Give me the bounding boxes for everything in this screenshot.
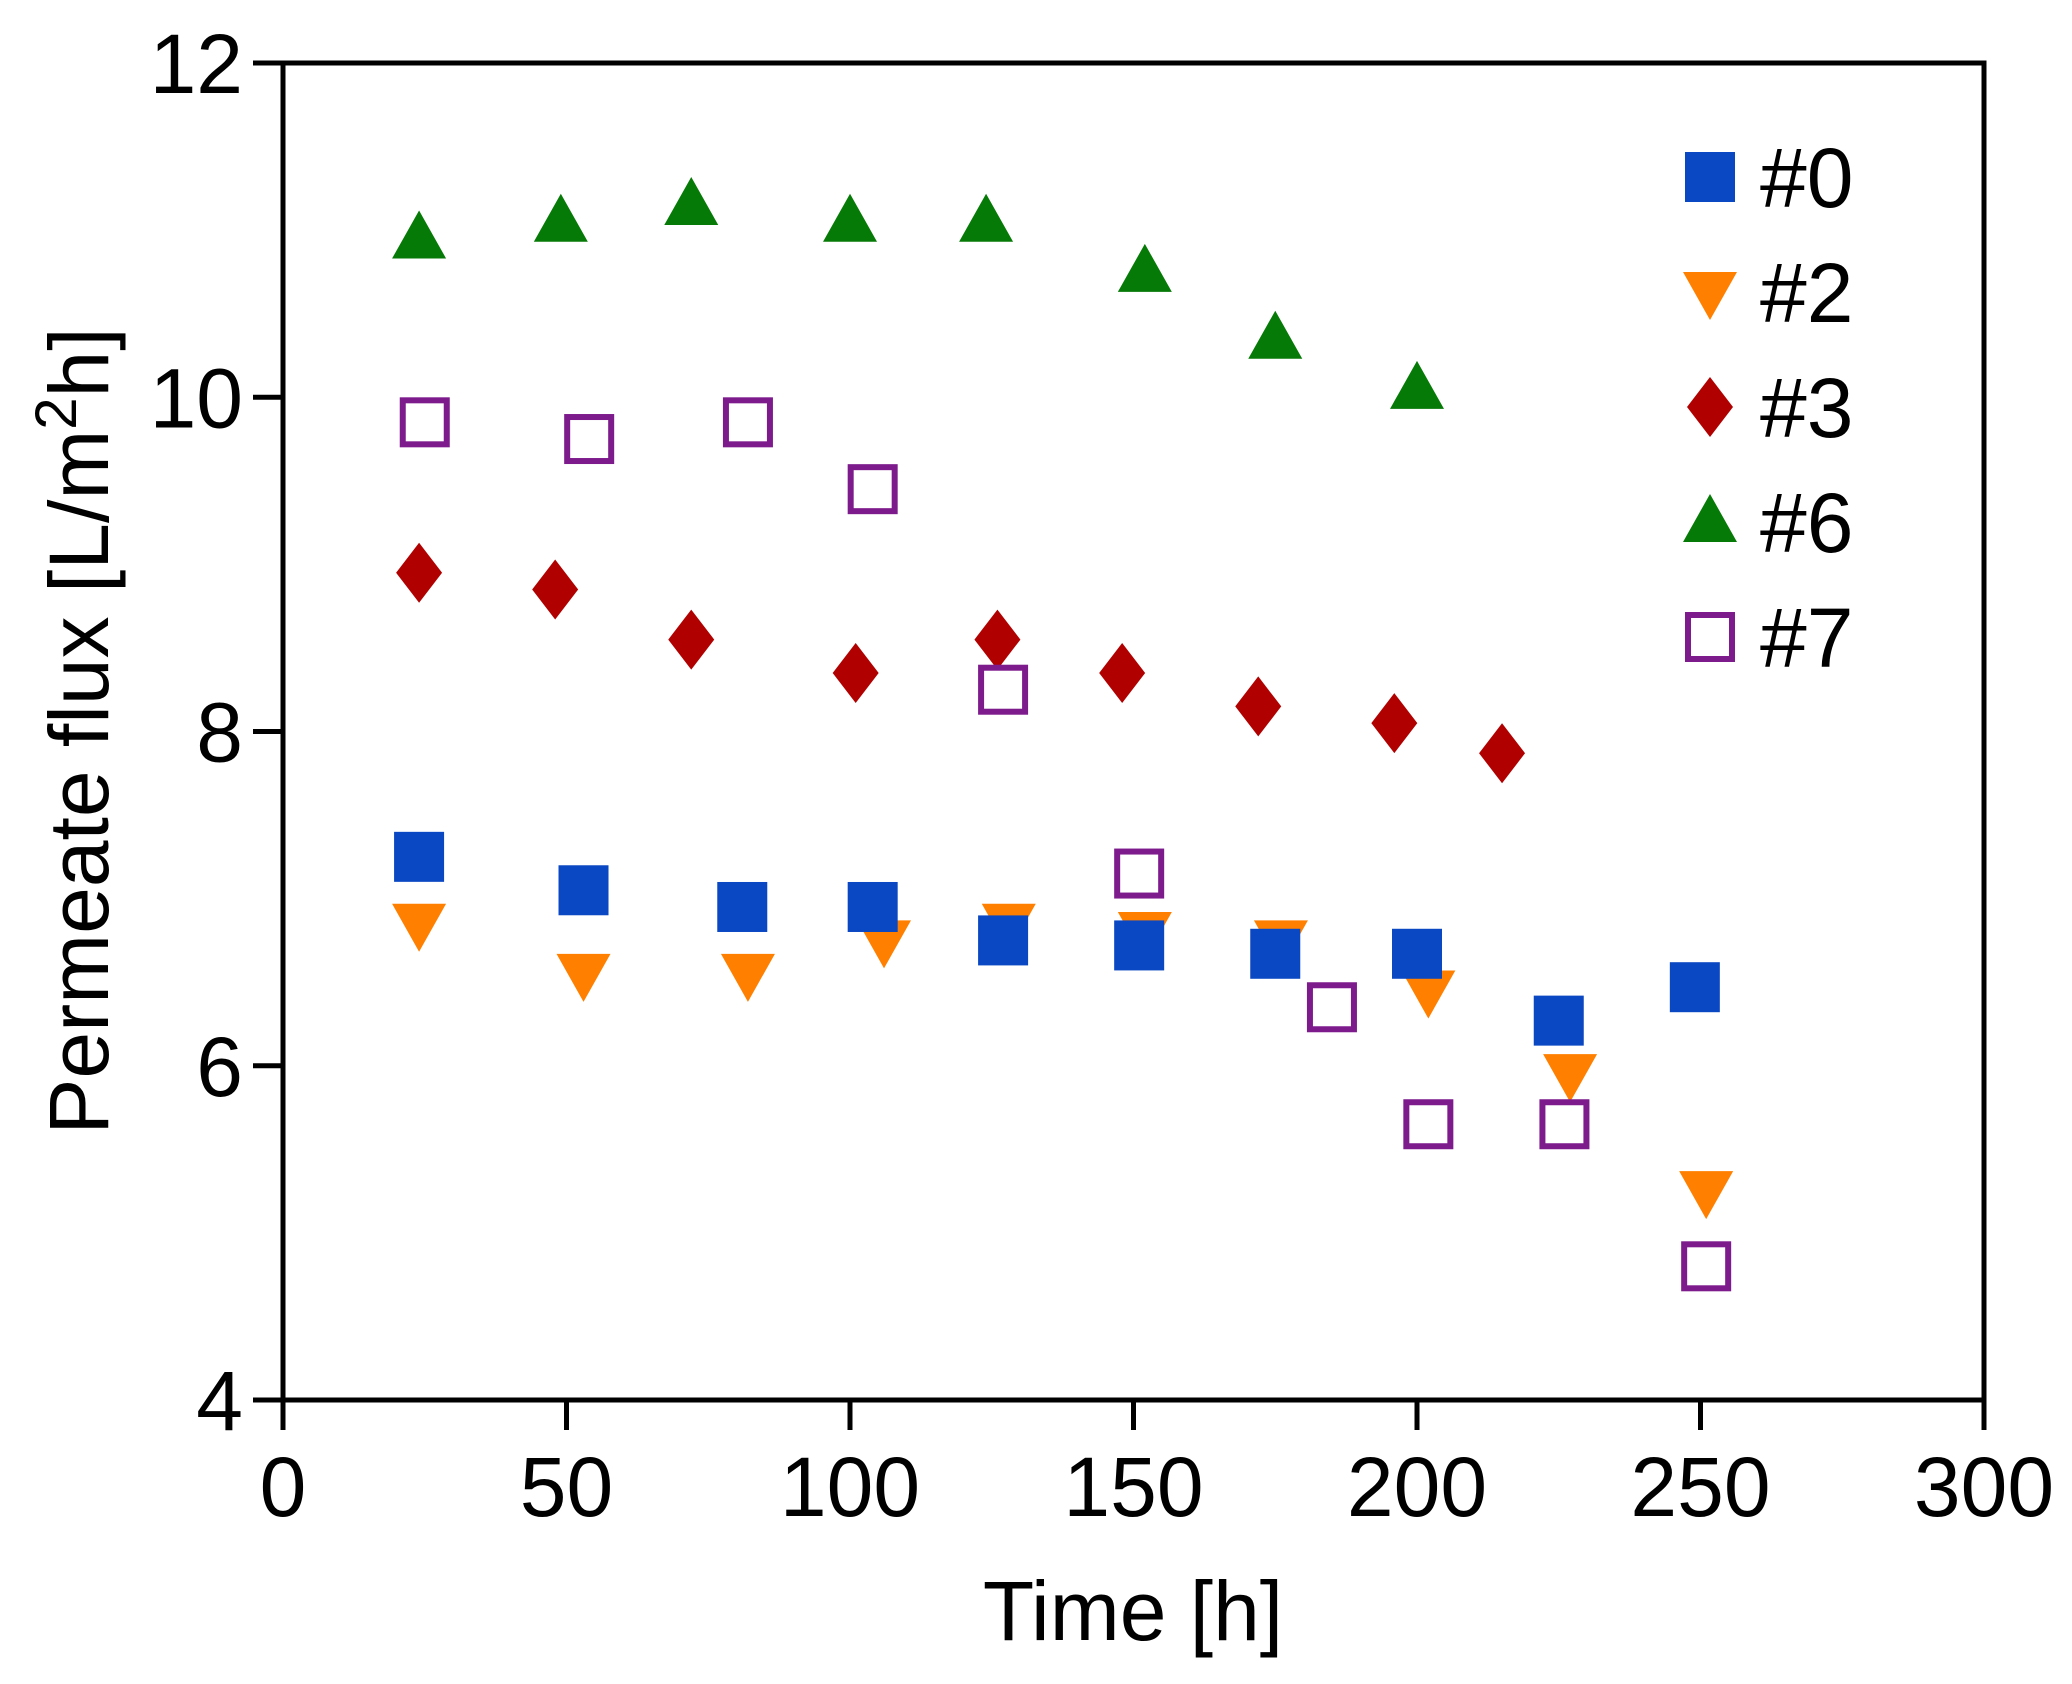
y-tick-label: 10 [150,351,243,445]
y-axis-title: Permeate flux [L/m2h] [24,327,127,1134]
x-tick-label: 0 [260,1440,307,1534]
y-axis-ticks: 4 6 8 10 12 [150,17,283,1448]
data-point [1390,360,1444,409]
data-point [1669,962,1720,1013]
data-point [1539,1099,1590,1150]
data-point [1114,848,1165,899]
data-point [1250,928,1301,979]
legend-entry: #2 [1683,246,1853,340]
legend-label: #7 [1760,591,1853,685]
y-tick-label: 8 [196,686,243,780]
y-axis-title-sup: 2 [24,397,89,429]
x-tick-label: 200 [1347,1440,1487,1534]
data-point [978,915,1029,966]
data-point [1543,1054,1598,1103]
legend-entry: #6 [1683,476,1853,570]
data-point [1681,1241,1732,1292]
data-point [832,643,879,704]
data-point [1479,723,1526,784]
legend-label: #0 [1760,131,1853,225]
legend-label: #6 [1760,476,1853,570]
legend-label: #2 [1760,246,1853,340]
data-point [1533,995,1584,1046]
data-point [564,414,615,465]
x-tick-label: 250 [1630,1440,1770,1534]
data-point [664,177,719,226]
data-point [394,831,445,882]
data-point [1248,310,1303,359]
legend-entry: #7 [1685,591,1853,685]
legend-marker [1685,152,1735,202]
data-point [392,210,447,259]
data-point [1392,928,1442,979]
data-point [720,953,775,1002]
data-point [396,542,443,603]
y-tick-label: 6 [196,1020,243,1114]
x-tick-label: 100 [780,1440,920,1534]
legend-marker [1683,494,1737,542]
data-point [1403,1099,1454,1150]
y-axis-title-main: Permeate flux [L/m [32,430,126,1135]
x-tick-label: 150 [1063,1440,1203,1534]
data-point [392,903,447,952]
data-point [978,664,1029,715]
data-point [399,397,450,448]
legend: #0 #2 #3 #6 #7 [1683,131,1853,685]
data-point [823,193,877,242]
data-point [1306,982,1357,1033]
data-point [1679,1171,1734,1220]
data-point [558,865,609,916]
y-axis-title-end: h] [32,327,126,397]
legend-label: #3 [1760,361,1853,455]
data-point [717,881,768,932]
data-point [722,397,773,448]
legend-marker [1687,377,1733,437]
x-tick-label: 300 [1914,1440,2054,1534]
data-point [959,193,1014,242]
series-layer [392,177,1734,1292]
data-point [532,559,579,620]
series-n3 [396,542,1526,784]
legend-marker [1683,272,1737,320]
data-point [1235,676,1282,737]
data-point [847,881,898,932]
x-tick-label: 50 [520,1440,613,1534]
x-axis-title: Time [h] [983,1564,1283,1658]
data-point [1099,643,1146,704]
data-point [1114,920,1165,971]
data-point [1401,970,1456,1019]
data-point [1371,693,1418,754]
data-point [974,609,1021,670]
plot-area [280,60,1987,1403]
y-tick-label: 12 [150,17,243,111]
data-point [556,953,611,1002]
data-point [847,464,898,515]
series-n7 [399,397,1732,1292]
legend-marker [1685,612,1735,662]
y-tick-label: 4 [196,1354,243,1448]
x-axis-ticks: 0 50 100 150 200 250 300 [260,1400,2054,1534]
data-point [533,193,588,242]
data-point [668,609,715,670]
series-n0 [394,831,1720,1046]
data-point [857,920,912,969]
data-point [1117,243,1172,292]
legend-entry: #0 [1685,131,1853,225]
legend-entry: #3 [1687,361,1853,455]
series-n6 [392,177,1444,409]
